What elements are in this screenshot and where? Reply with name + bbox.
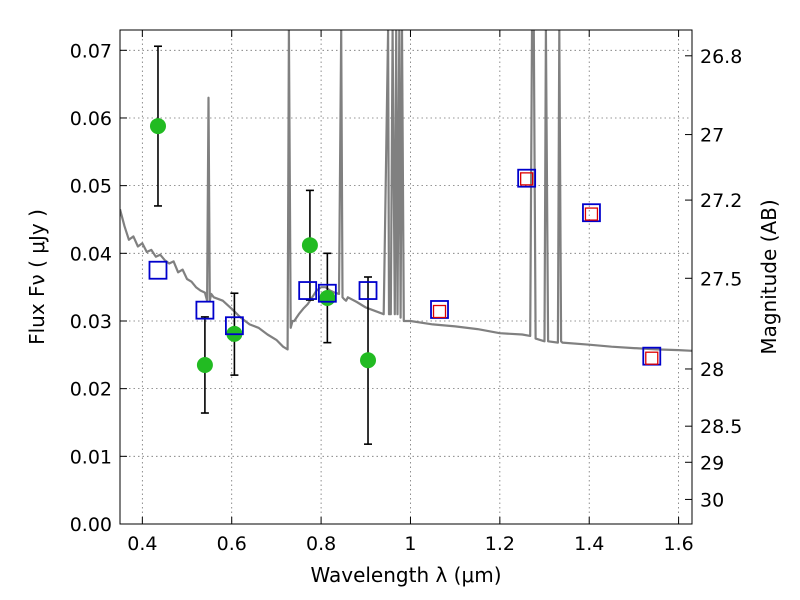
x-tick-label-0: 0.4 (127, 533, 157, 555)
ir-marker-0 (432, 304, 447, 319)
x-tick-label-6: 1.6 (663, 533, 693, 555)
mag-tick-label-1: 27 (700, 125, 724, 147)
mag-tick-label-4: 28 (700, 359, 724, 381)
model-point-8 (582, 203, 601, 223)
observed-point-0 (149, 118, 166, 135)
ir-inner-markers (432, 172, 659, 365)
ir-marker-2 (584, 207, 599, 221)
model-point-5 (358, 281, 378, 300)
plot-frame (119, 29, 693, 525)
model-point-2 (224, 316, 244, 336)
mag-tick-label-7: 30 (700, 489, 724, 511)
y-tick-label-1: 0.01 (70, 446, 112, 468)
ir-marker-1 (520, 172, 534, 186)
mag-tick-label-3: 27.5 (700, 268, 742, 290)
y-tick-label-5: 0.05 (70, 176, 112, 198)
y-axis-label: Flux Fν ( μJy ) (25, 209, 49, 345)
x-axis-label: Wavelength λ (μm) (310, 563, 501, 587)
y-tick-label-3: 0.03 (70, 311, 112, 333)
grid-lines (120, 30, 692, 524)
y-tick-label-2: 0.02 (70, 379, 112, 401)
observed-point-3 (301, 237, 318, 254)
x-tick-label-3: 1 (404, 533, 416, 555)
mag-tick-label-2: 27.2 (700, 190, 742, 212)
ir-marker-3 (645, 351, 659, 365)
model-photometry-points (148, 168, 662, 366)
model-point-3 (298, 281, 318, 300)
y-tick-label-7: 0.07 (70, 40, 112, 62)
x-axis-ticks: 0.4 0.6 0.8 1 1.2 1.4 1.6 (127, 30, 694, 555)
mag-tick-label-5: 28.5 (700, 416, 742, 438)
observed-point-4 (319, 289, 336, 306)
y-tick-label-4: 0.04 (70, 243, 112, 265)
x-tick-label-5: 1.4 (574, 533, 604, 555)
y-tick-label-0: 0.00 (70, 514, 112, 536)
plot-area (120, 30, 692, 445)
magnitude-axis-ticks: 26.8 27 27.2 27.5 28 28.5 29 30 (685, 46, 742, 511)
model-point-0 (148, 260, 168, 280)
x-tick-label-4: 1.2 (485, 533, 515, 555)
model-point-1 (195, 300, 215, 320)
observed-point-5 (360, 352, 377, 369)
mag-tick-label-0: 26.8 (700, 46, 742, 68)
x-tick-label-2: 0.8 (306, 533, 336, 555)
y-axis-right-label: Magnitude (AB) (757, 199, 781, 354)
x-tick-label-1: 0.6 (217, 533, 247, 555)
model-point-4 (317, 283, 337, 303)
y-tick-label-6: 0.06 (70, 108, 112, 130)
model-sed-line (120, 30, 692, 352)
y-axis-ticks: 0.00 0.01 0.02 0.03 0.04 0.05 0.06 0.07 (70, 40, 127, 536)
observed-point-1 (196, 356, 213, 373)
mag-tick-label-6: 29 (700, 452, 724, 474)
model-point-7 (517, 168, 537, 188)
